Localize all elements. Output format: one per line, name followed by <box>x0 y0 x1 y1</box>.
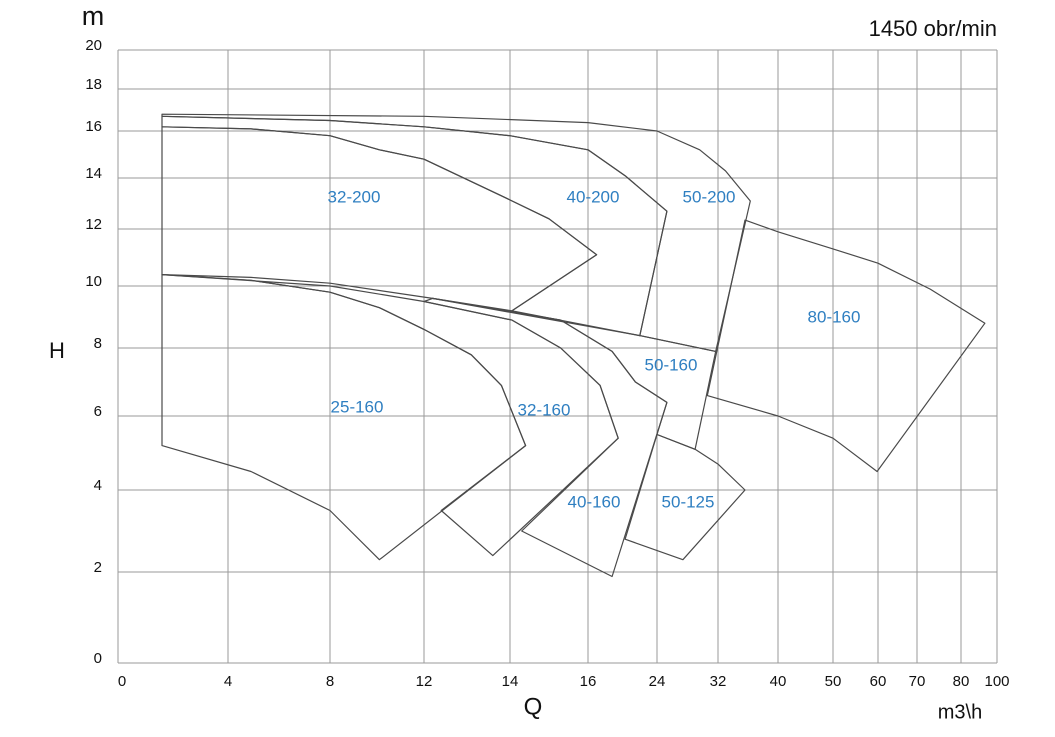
region-label: 50-200 <box>683 187 736 206</box>
y-tick-label: 2 <box>94 559 102 576</box>
y-axis-label: H <box>49 338 65 363</box>
region-label: 32-200 <box>328 187 381 206</box>
y-tick-label: 20 <box>85 37 102 54</box>
x-tick-label: 60 <box>870 673 887 690</box>
y-unit: m <box>82 1 105 31</box>
x-axis-label: Q <box>524 693 543 720</box>
x-tick-label: 4 <box>224 673 232 690</box>
region-label: 32-160 <box>518 400 571 419</box>
y-tick-label: 4 <box>94 477 102 494</box>
y-tick-label: 14 <box>85 165 102 182</box>
y-tick-label: 18 <box>85 76 102 93</box>
region-label: 40-160 <box>568 492 621 511</box>
region-label: 40-200 <box>567 187 620 206</box>
region-label: 50-160 <box>645 355 698 374</box>
x-tick-label: 14 <box>502 673 519 690</box>
x-tick-label: 50 <box>825 673 842 690</box>
region-outline <box>624 433 746 561</box>
y-tick-label: 8 <box>94 335 102 352</box>
region-outline <box>161 274 527 561</box>
y-tick-label: 0 <box>94 650 102 667</box>
x-tick-label: 80 <box>953 673 970 690</box>
chart-title: 1450 obr/min <box>869 16 997 41</box>
x-tick-label: 32 <box>710 673 727 690</box>
x-tick-label: 16 <box>580 673 597 690</box>
region-outline <box>161 115 668 337</box>
x-tick-label: 24 <box>649 673 666 690</box>
y-tick-label: 16 <box>85 118 102 135</box>
region-outline <box>706 219 986 473</box>
region-label: 80-160 <box>808 307 861 326</box>
region-outline <box>161 126 598 312</box>
region-outline <box>423 297 668 578</box>
region-label: 50-125 <box>662 492 715 511</box>
x-unit: m3\h <box>938 701 982 723</box>
x-tick-label: 100 <box>984 673 1009 690</box>
y-tick-label: 6 <box>94 403 102 420</box>
x-tick-label: 0 <box>118 673 126 690</box>
x-tick-label: 8 <box>326 673 334 690</box>
x-tick-label: 12 <box>416 673 433 690</box>
y-tick-label: 10 <box>85 273 102 290</box>
region-outline <box>161 113 751 352</box>
x-tick-label: 70 <box>909 673 926 690</box>
x-tick-label: 40 <box>770 673 787 690</box>
y-tick-label: 12 <box>85 216 102 233</box>
region-label: 25-160 <box>331 397 384 416</box>
